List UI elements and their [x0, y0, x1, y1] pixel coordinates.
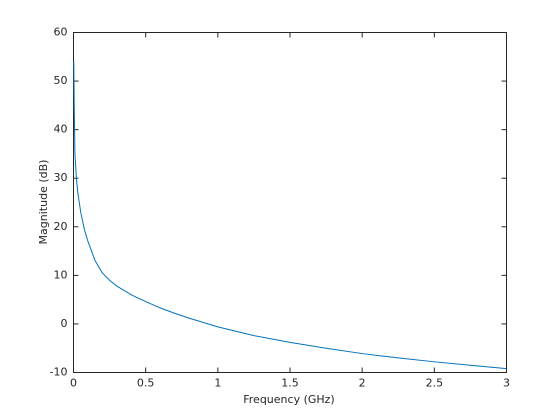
x-tick-label: 0 [70, 377, 77, 390]
y-tick-label: 40 [54, 123, 68, 136]
y-tick-label: 0 [61, 317, 68, 330]
x-tick-label: 1.5 [281, 377, 299, 390]
x-tick-label: 3 [503, 377, 510, 390]
x-axis-label: Frequency (GHz) [243, 393, 334, 406]
y-tick-label: 30 [54, 171, 68, 184]
y-axis-label: Magnitude (dB) [37, 160, 50, 245]
y-tick-label: 60 [54, 26, 68, 39]
y-tick-label: -10 [50, 366, 68, 379]
x-tick-label: 2 [359, 377, 366, 390]
line-series [73, 61, 507, 370]
x-tick-label: 2.5 [426, 377, 444, 390]
x-tick-label: 0.5 [137, 377, 155, 390]
y-tick-label: 50 [54, 74, 68, 87]
y-tick-label: 20 [54, 220, 68, 233]
x-tick-label: 1 [214, 377, 221, 390]
y-tick-label: 10 [54, 268, 68, 281]
